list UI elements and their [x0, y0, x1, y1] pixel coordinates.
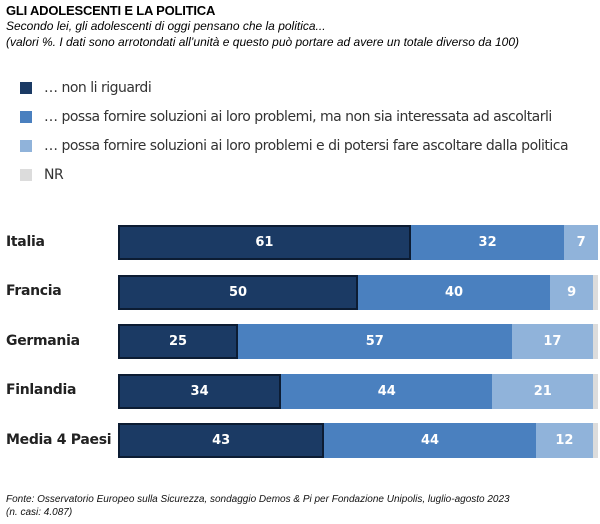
- bar-segment-nr: [593, 423, 598, 458]
- bar-segment-nr: [593, 324, 598, 359]
- bar-segment-non-interessata: 44: [324, 423, 536, 458]
- bar-segment-non-li-riguardi: 25: [118, 324, 238, 359]
- data-label: 12: [555, 433, 574, 448]
- category-label: Media 4 Paesi: [6, 431, 112, 448]
- bar-segment-nr: [593, 274, 598, 310]
- bar-segment-non-li-riguardi: 50: [118, 274, 358, 310]
- data-label: 34: [190, 383, 209, 399]
- legend-label: … possa fornire soluzioni ai loro proble…: [44, 138, 569, 154]
- legend-swatch-non-li-riguardi: [20, 82, 32, 94]
- legend-label: … non li riguardi: [44, 80, 152, 96]
- bar-segment-potersi-ascoltare: 9: [550, 274, 594, 310]
- data-label: 44: [420, 433, 440, 448]
- chart-title: GLI ADOLESCENTI E LA POLITICA: [6, 3, 216, 18]
- data-label: 21: [533, 383, 552, 399]
- bar-segment-non-li-riguardi: 43: [118, 423, 325, 458]
- legend-item-non-li-riguardi: … non li riguardi: [20, 78, 152, 98]
- bar-segment-potersi-ascoltare: 7: [564, 225, 598, 260]
- bar-segment-potersi-ascoltare: 21: [492, 373, 594, 409]
- legend-swatch-nr: [20, 169, 32, 181]
- category-label: Germania: [6, 332, 80, 349]
- bar-segment-non-interessata: 40: [358, 274, 550, 310]
- legend-item-potersi-ascoltare: … possa fornire soluzioni ai loro proble…: [20, 136, 569, 156]
- data-label: 44: [377, 383, 396, 399]
- legend-item-non-interessata: … possa fornire soluzioni ai loro proble…: [20, 107, 552, 127]
- category-label: Italia: [6, 233, 45, 250]
- legend-swatch-potersi-ascoltare: [20, 140, 32, 152]
- bar-segment-non-interessata: 57: [238, 324, 512, 359]
- bar-segment-non-interessata: 44: [281, 373, 493, 409]
- stacked-bar-chart: Italia 61 32 7 Francia 50 40 9 Germania 25 57 17 Fin…: [0, 215, 600, 465]
- category-label: Finlandia: [6, 382, 77, 398]
- data-label: 43: [212, 433, 231, 448]
- data-label: 57: [365, 334, 384, 349]
- legend-label: … possa fornire soluzioni ai loro proble…: [44, 109, 552, 125]
- legend-swatch-non-interessata: [20, 111, 32, 123]
- bar-segment-non-li-riguardi: 61: [118, 225, 411, 260]
- category-label: Francia: [6, 283, 62, 299]
- data-label: 7: [576, 235, 586, 250]
- chart-note: (valori %. I dati sono arrotondati all’u…: [6, 35, 519, 49]
- legend-label: NR: [44, 167, 64, 183]
- bar-segment-potersi-ascoltare: 12: [535, 423, 594, 458]
- data-label: 61: [255, 235, 274, 250]
- legend-item-nr: NR: [20, 165, 64, 185]
- data-label: 40: [444, 284, 464, 300]
- source-note: Fonte: Osservatorio Europeo sulla Sicure…: [6, 494, 510, 505]
- chart-subtitle: Secondo lei, gli adolescenti di oggi pen…: [6, 19, 326, 33]
- data-label: 50: [228, 284, 248, 300]
- data-label: 9: [567, 284, 577, 300]
- sample-size-note: (n. casi: 4.087): [6, 507, 73, 518]
- data-label: 32: [478, 235, 497, 250]
- bar-segment-non-li-riguardi: 34: [118, 373, 282, 409]
- data-label: 25: [168, 334, 188, 349]
- data-label: 17: [543, 334, 562, 349]
- bar-segment-nr: [593, 373, 598, 409]
- bar-segment-potersi-ascoltare: 17: [511, 324, 594, 359]
- bar-segment-non-interessata: 32: [410, 225, 565, 260]
